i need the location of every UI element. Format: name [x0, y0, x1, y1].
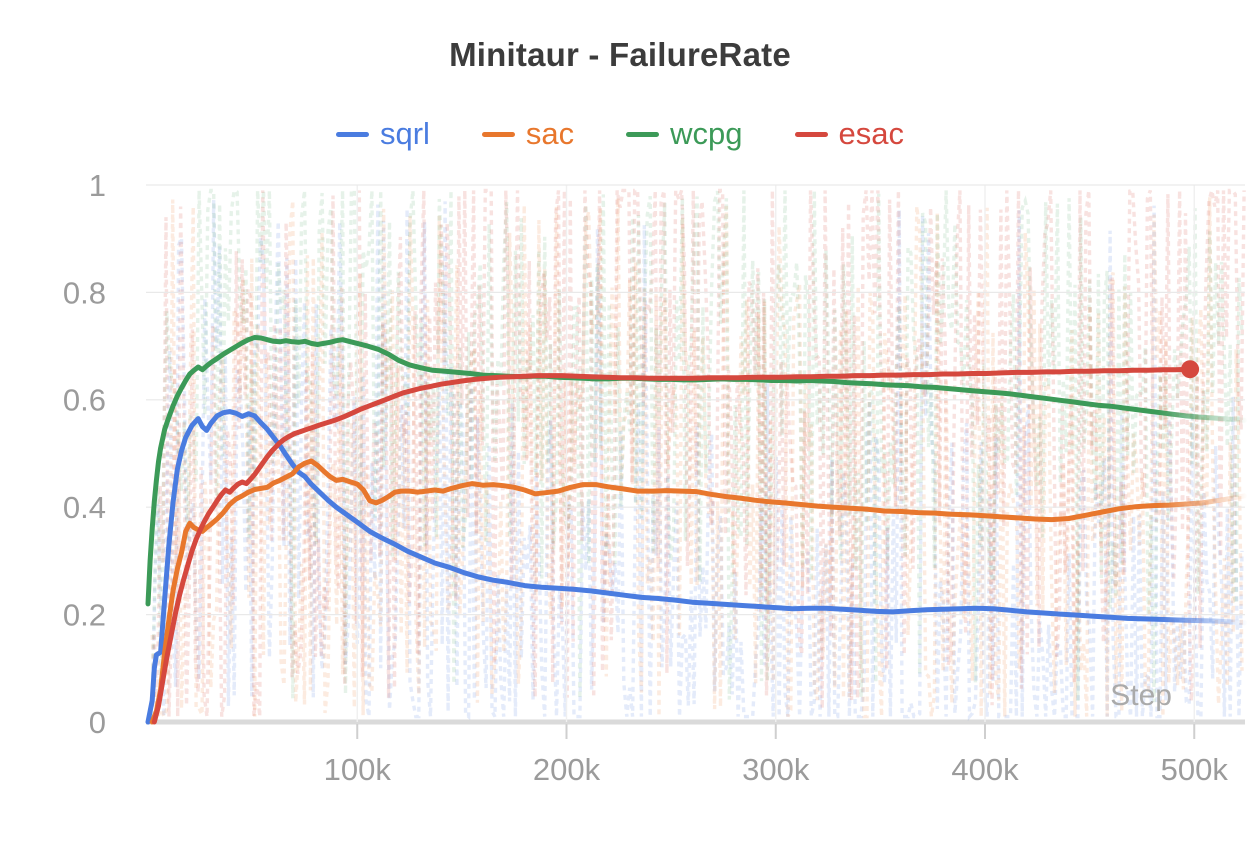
y-tick-label-0: 0 — [89, 705, 106, 740]
x-tick-label-200k: 200k — [533, 752, 601, 787]
raw-trace-esac — [152, 188, 1246, 717]
y-tick-label-0.6: 0.6 — [63, 383, 106, 418]
y-tick-label-0.8: 0.8 — [63, 275, 106, 310]
line-esac — [151, 366, 1193, 725]
y-tick-label-1: 1 — [89, 168, 106, 203]
esac-end-dot — [1181, 360, 1200, 379]
legend-item-sac[interactable]: sac — [481, 116, 575, 152]
raw-trace-sqrl — [150, 199, 1244, 722]
chart-legend: sqrl sac wcpg esac — [0, 116, 1240, 152]
legend-swatch-sac-icon — [481, 131, 515, 137]
line-sqrl — [145, 409, 1247, 725]
x-axis-title: Step — [1110, 679, 1172, 712]
line-sac — [149, 458, 1247, 725]
x-tick-label-400k: 400k — [951, 752, 1019, 787]
legend-swatch-wcpg-icon — [626, 131, 660, 137]
raw-trace-wcpg — [150, 187, 1244, 706]
y-tick-label-0.4: 0.4 — [63, 490, 106, 525]
legend-label: esac — [838, 116, 905, 151]
y-tick-label-0.2: 0.2 — [63, 597, 106, 632]
legend-item-esac[interactable]: esac — [794, 116, 905, 152]
legend-label: sqrl — [379, 116, 430, 151]
legend-item-sqrl[interactable]: sqrl — [335, 116, 430, 152]
raw-traces-group — [150, 187, 1246, 722]
legend-label: sac — [525, 116, 575, 151]
x-tick-label-300k: 300k — [742, 752, 810, 787]
x-tick-label-500k: 500k — [1161, 752, 1229, 787]
x-tick-label-100k: 100k — [324, 752, 392, 787]
legend-item-wcpg[interactable]: wcpg — [626, 116, 743, 152]
legend-swatch-sqrl-icon — [335, 131, 369, 137]
legend-swatch-esac-icon — [794, 131, 828, 137]
chart-title: Minitaur - FailureRate — [449, 36, 791, 73]
legend-label: wcpg — [670, 116, 743, 151]
